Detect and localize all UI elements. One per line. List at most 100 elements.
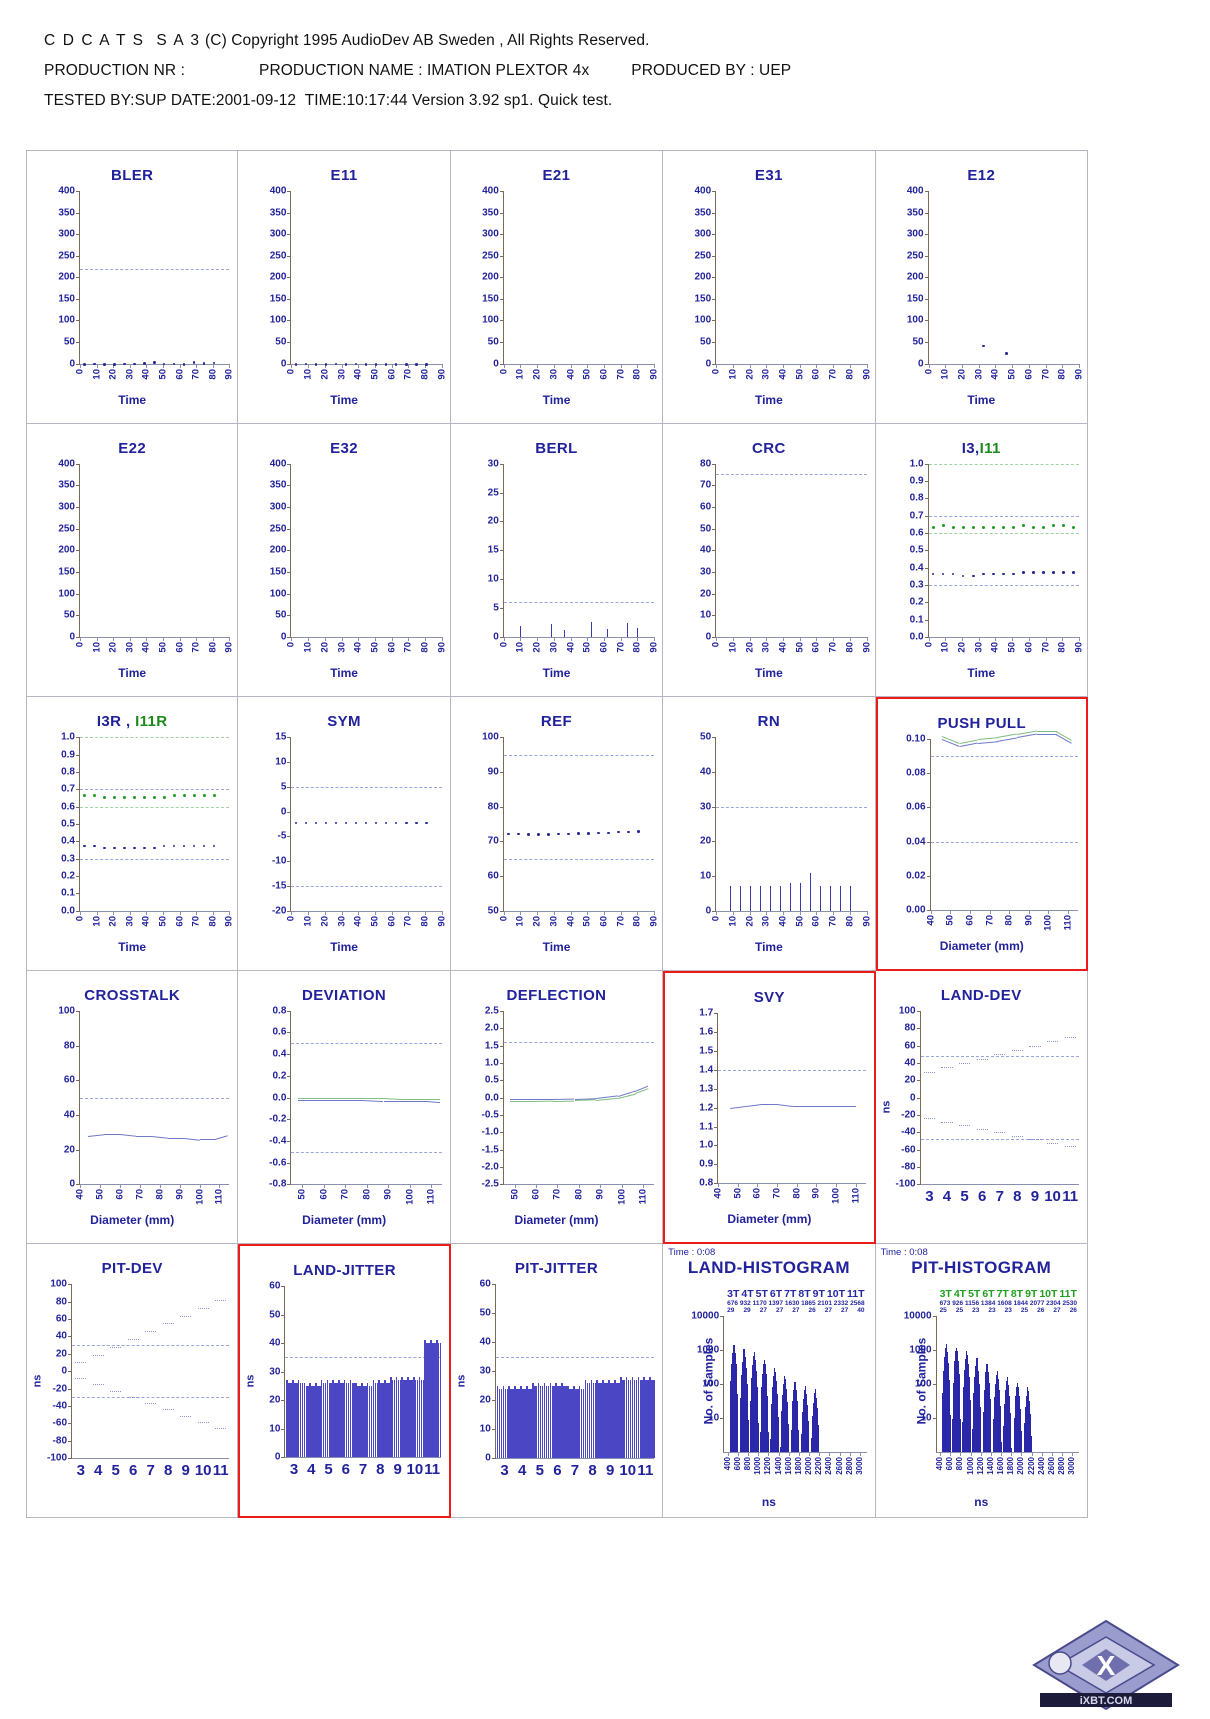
x-axis-caption: Time bbox=[967, 392, 996, 407]
data-point bbox=[192, 794, 196, 798]
x-tick bbox=[308, 637, 310, 642]
x-tick bbox=[129, 910, 131, 915]
panel-land_histogram: Time : 0:08 LAND-HISTOGRAM 10 100 1000 10000 4… bbox=[663, 1244, 876, 1518]
y-tick bbox=[712, 806, 717, 808]
x-tick bbox=[1012, 363, 1014, 368]
y-tick bbox=[491, 1371, 496, 1373]
x-tick bbox=[1031, 1451, 1033, 1456]
x-tick-label: 1200 bbox=[975, 1456, 985, 1475]
data-line-segment bbox=[362, 1097, 384, 1099]
x-tick bbox=[859, 1451, 861, 1456]
y-tick-label: 200 bbox=[906, 271, 924, 283]
histogram-stats: 3T 4T 5T 6T 7T 8T 9T 10T 11T 673 926 1156 1384 1608 18… bbox=[936, 1288, 1081, 1314]
x-tick-label: 3000 bbox=[1067, 1456, 1077, 1475]
data-bar bbox=[779, 886, 781, 911]
x-tick-label: 10 bbox=[1044, 1188, 1061, 1206]
data-point bbox=[133, 362, 136, 366]
y-tick bbox=[499, 1114, 504, 1116]
data-point bbox=[153, 361, 156, 364]
data-point bbox=[941, 572, 945, 576]
y-tick-label: 40 bbox=[479, 1336, 491, 1348]
data-line-segment bbox=[215, 1135, 228, 1141]
x-tick bbox=[179, 910, 181, 915]
y-tick bbox=[76, 806, 80, 808]
y-tick bbox=[926, 875, 931, 877]
x-tick bbox=[553, 363, 555, 368]
threshold-line bbox=[291, 786, 442, 788]
y-tick bbox=[720, 1350, 725, 1352]
t-sigma-value: 25 bbox=[955, 1307, 964, 1315]
y-tick-label: 350 bbox=[58, 479, 75, 491]
y-tick bbox=[924, 363, 929, 365]
y-tick bbox=[76, 615, 80, 617]
x-tick bbox=[978, 363, 980, 368]
threshold-line bbox=[920, 1055, 1079, 1057]
data-bar bbox=[729, 886, 731, 911]
y-tick-label: 100 bbox=[914, 1378, 932, 1390]
t-sigma-value: 26 bbox=[1037, 1307, 1045, 1315]
data-bar bbox=[353, 1383, 356, 1457]
x-tick-label: 70 bbox=[615, 915, 626, 927]
x-tick-label: 50 bbox=[369, 915, 381, 927]
y-tick-label: 0.8 bbox=[61, 766, 75, 778]
panel-title-deviation: DEVIATION bbox=[302, 986, 387, 1004]
y-tick-label: 30 bbox=[700, 801, 712, 813]
data-point bbox=[314, 363, 318, 366]
y-tick bbox=[924, 637, 929, 639]
data-point bbox=[334, 821, 338, 824]
y-tick bbox=[281, 1343, 286, 1345]
y-tick-label: 350 bbox=[906, 207, 924, 219]
y-tick-label: 250 bbox=[269, 250, 287, 262]
y-tick-label: 0.6 bbox=[909, 527, 924, 539]
data-bar bbox=[530, 1388, 532, 1458]
plot-area-e31: 0 50 100 150 200 250 300 350 400 0 10 20 30 40 50 60 70 8… bbox=[694, 186, 871, 380]
data-bar bbox=[311, 1385, 313, 1457]
data-point bbox=[405, 821, 408, 824]
reference-dash bbox=[994, 1054, 1006, 1056]
histogram-stats: 3T 4T 5T 6T 7T 8T 9T 10T 11T 676 932 1170 1397 1630 18… bbox=[723, 1288, 868, 1314]
y-tick-label: 20 bbox=[479, 1394, 491, 1406]
y-tick bbox=[499, 212, 504, 214]
x-axis-caption: Diameter (mm) bbox=[939, 938, 1024, 953]
data-bar bbox=[606, 1382, 608, 1458]
y-tick-label: 40 bbox=[269, 1337, 281, 1349]
data-point bbox=[374, 363, 378, 366]
y-tick bbox=[924, 480, 929, 482]
x-tick bbox=[96, 910, 98, 915]
y-tick bbox=[287, 572, 292, 574]
data-bar bbox=[365, 1385, 367, 1457]
histogram-bar bbox=[1030, 1436, 1032, 1452]
t-label: 9T bbox=[1025, 1288, 1038, 1301]
x-tick-label: 10 bbox=[939, 368, 951, 380]
threshold-line bbox=[503, 602, 655, 604]
data-line-segment bbox=[362, 1099, 384, 1102]
data-bar bbox=[340, 1383, 342, 1457]
x-tick-label: 60 bbox=[598, 915, 610, 927]
x-tick-label: 50 bbox=[369, 642, 381, 653]
y-tick-label: 0.08 bbox=[906, 767, 926, 779]
y-tick-label: 80 bbox=[904, 1022, 916, 1034]
data-bar bbox=[633, 1379, 636, 1458]
panel-land_dev: LAND-DEV -100 -80 -60 -40 -20 0 20 40 60 80 100 3 4 5 6… bbox=[875, 970, 1088, 1245]
threshold-line bbox=[928, 585, 1079, 587]
t-label: 8T bbox=[798, 1288, 811, 1301]
x-tick bbox=[99, 1184, 101, 1189]
y-tick bbox=[916, 1097, 921, 1099]
y-tick bbox=[76, 876, 80, 878]
data-point bbox=[133, 846, 136, 850]
x-tick-label: 10 bbox=[514, 642, 526, 653]
reference-dash bbox=[92, 1384, 104, 1386]
data-bar bbox=[617, 1382, 620, 1458]
x-tick bbox=[374, 637, 376, 642]
y-tick-label: 40 bbox=[63, 1109, 75, 1121]
x-tick-label: 10 bbox=[514, 368, 526, 380]
x-tick bbox=[324, 637, 326, 642]
data-bar bbox=[608, 1379, 610, 1458]
panel-crc: CRC 0 10 20 30 40 50 60 70 80 0 10 20 30 40 50 60 70 80 90 T… bbox=[663, 423, 876, 698]
data-bar bbox=[524, 1388, 526, 1458]
threshold-line bbox=[928, 533, 1079, 535]
data-bar bbox=[627, 623, 629, 638]
plot-area-e12: 0 50 100 150 200 250 300 350 400 0 10 20 30 40 50 60 70 8… bbox=[907, 186, 1084, 380]
y-tick bbox=[916, 1132, 921, 1134]
data-bar bbox=[336, 1383, 338, 1457]
